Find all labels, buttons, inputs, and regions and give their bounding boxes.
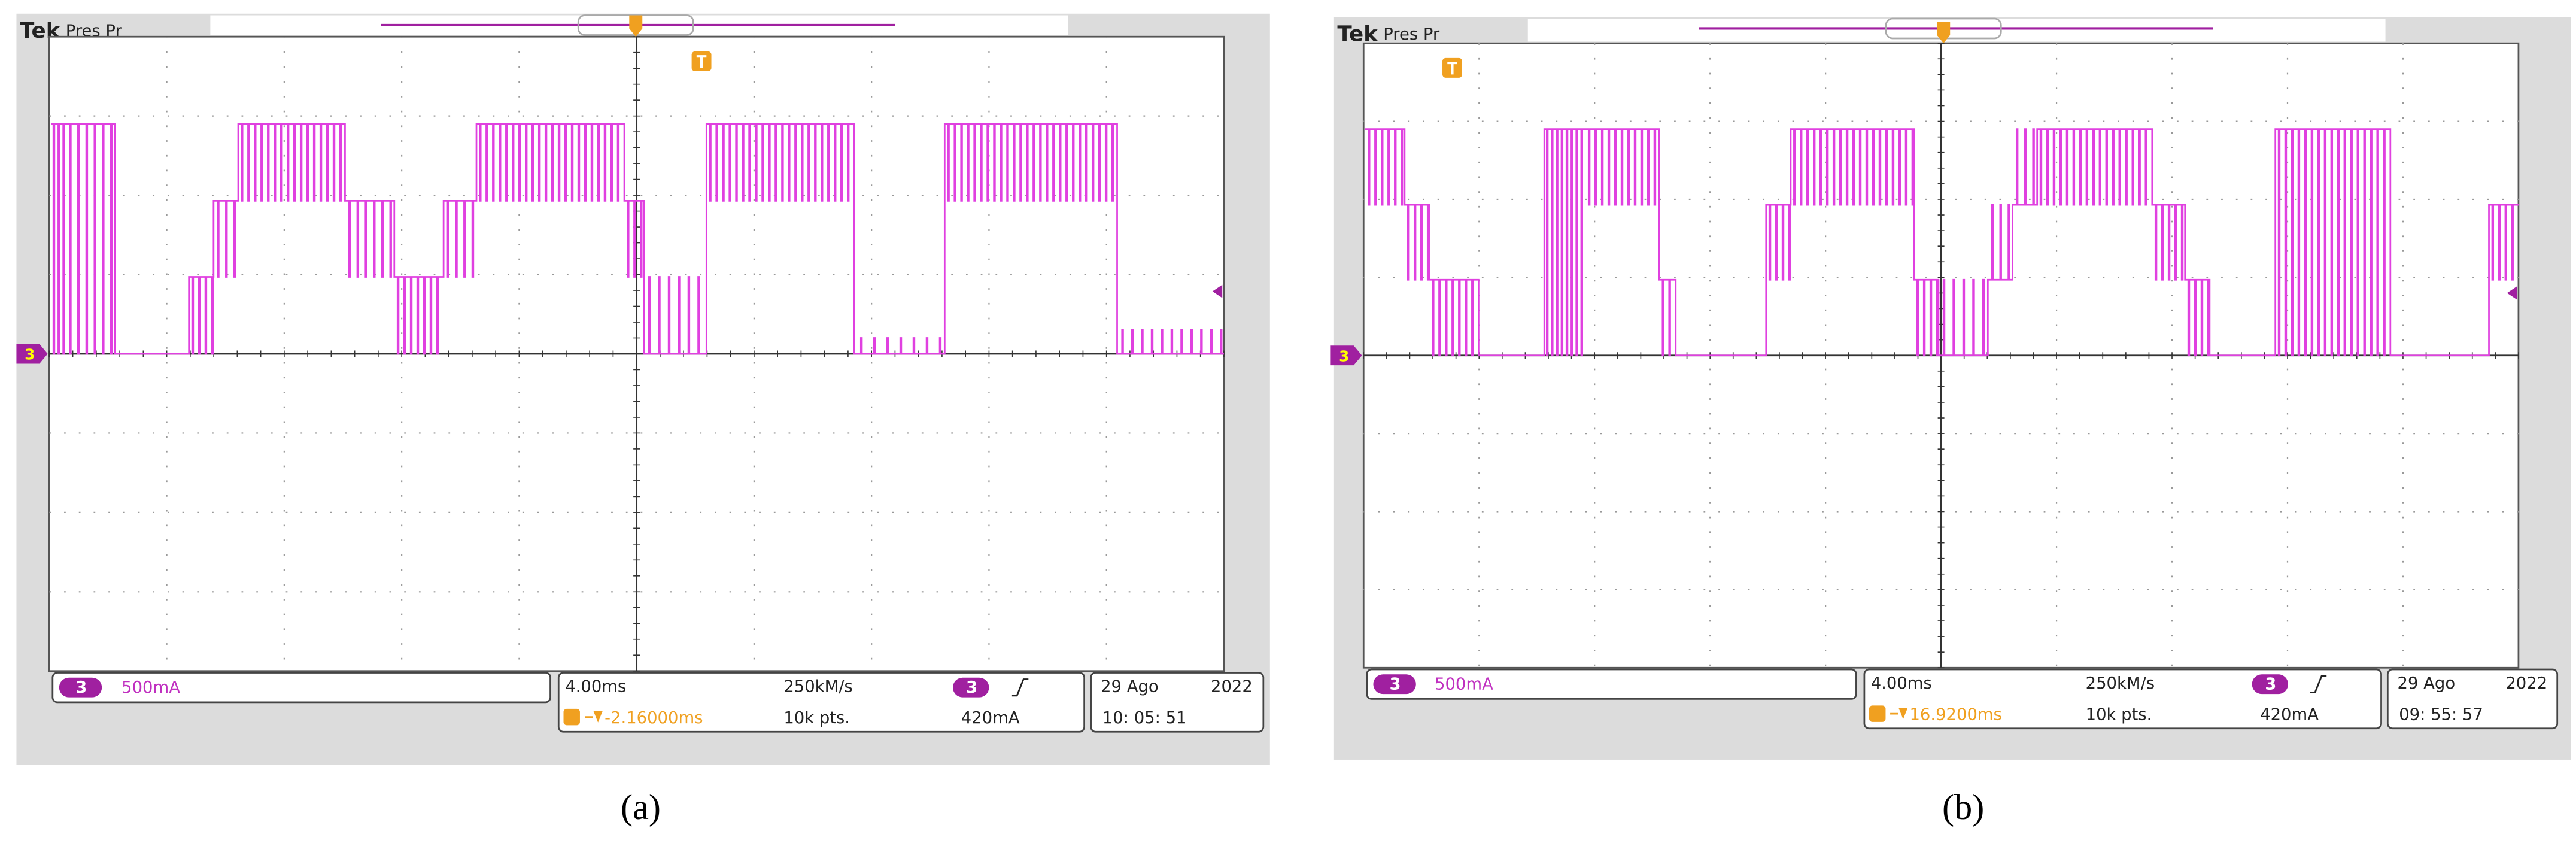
- timebase: 4.00ms: [565, 678, 626, 696]
- trigger-level-marker: [1212, 284, 1223, 298]
- trigger-level: 420mA: [961, 709, 1020, 727]
- waveform-trace: [51, 123, 1224, 355]
- time: 09: 55: 57: [2399, 705, 2483, 724]
- scope-panel: Tek Pres Pr 3 3 500mA 4.00ms 250kM/s 3 16.9200ms…: [1330, 17, 2571, 827]
- trigger-position: -2.16000ms: [604, 709, 703, 727]
- vertical-scale: 500mA: [121, 678, 180, 697]
- caption: (b): [1942, 787, 1984, 827]
- year: 2022: [2505, 674, 2547, 693]
- trigger-icon-glyph: [696, 55, 707, 68]
- ground-marker: [16, 344, 48, 364]
- ground-marker: [1330, 345, 1362, 366]
- trigger-delay-icon: [563, 708, 580, 726]
- ground-marker-label: 3: [1339, 347, 1349, 365]
- trigger-delay-arrow: [1890, 708, 1908, 720]
- ground-marker-label: 3: [25, 346, 35, 363]
- trigger-level: 420mA: [2260, 705, 2319, 724]
- trigger-position: 16.9200ms: [1909, 705, 2001, 724]
- record-length: 10k pts.: [2086, 705, 2152, 724]
- date-box: [1090, 672, 1265, 733]
- caption: (a): [621, 787, 661, 827]
- year: 2022: [1211, 678, 1253, 696]
- channel-box: [51, 672, 551, 704]
- trigger-delay-arrow: [585, 711, 603, 723]
- trigger-slope-icon: [2310, 675, 2327, 693]
- channel-badge: [1373, 674, 1416, 695]
- date: 29 Ago: [1101, 678, 1159, 696]
- trigger-badge-label: 3: [2265, 675, 2276, 694]
- trigger-level-marker: [2507, 286, 2517, 300]
- trigger-position-marker: [1937, 22, 1951, 44]
- sample-rate: 250kM/s: [783, 678, 852, 696]
- trigger-badge: [2252, 674, 2289, 695]
- record-length: 10k pts.: [783, 709, 850, 727]
- waveform-trace: [1365, 128, 2519, 357]
- vertical-scale: 500mA: [1435, 675, 1493, 694]
- timebase: 4.00ms: [1871, 674, 1932, 693]
- trigger-badge: [953, 677, 989, 698]
- time: 10: 05: 51: [1102, 709, 1187, 727]
- channel-badge-label: 3: [75, 678, 87, 697]
- date: 29 Ago: [2398, 674, 2456, 693]
- trigger-position-marker: [629, 15, 643, 37]
- brand: Tek: [1337, 22, 1378, 46]
- channel-badge: [59, 677, 102, 698]
- trigger-slope-icon: [1011, 678, 1029, 697]
- trigger-icon-glyph: [1447, 62, 1457, 75]
- channel-box: [1366, 668, 1857, 700]
- trigger-delay-icon: [1869, 705, 1886, 722]
- acquisition-mode: Pres Pr: [1383, 25, 1440, 44]
- sample-rate: 250kM/s: [2086, 674, 2155, 693]
- date-box: [2386, 668, 2559, 730]
- trigger-badge-label: 3: [966, 678, 977, 697]
- channel-badge-label: 3: [1389, 675, 1401, 694]
